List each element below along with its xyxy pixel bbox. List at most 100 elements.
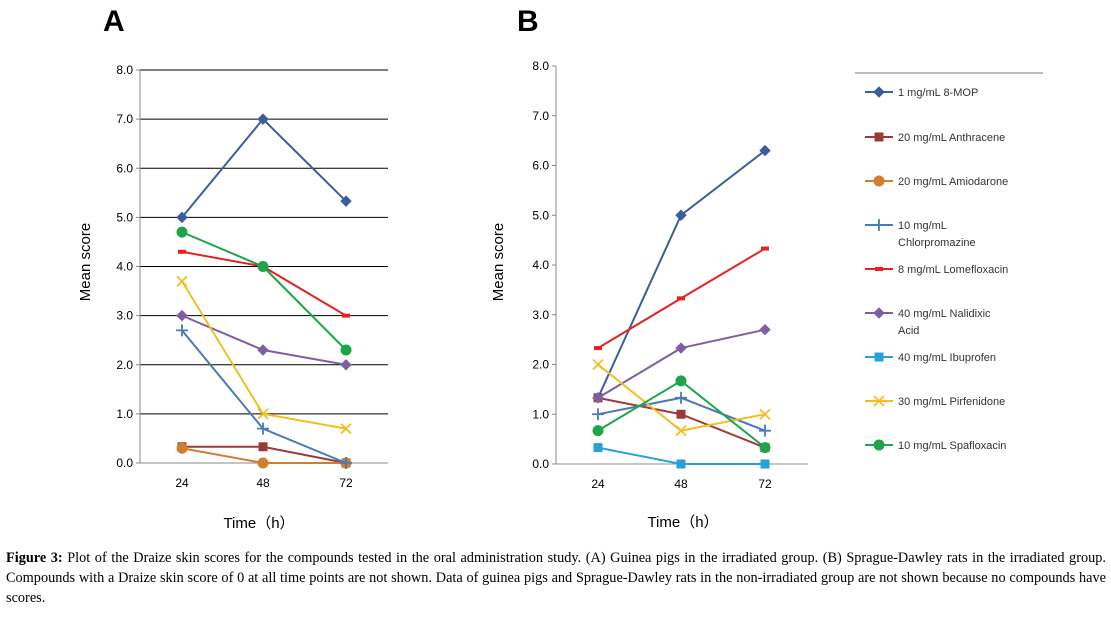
panel-a-series-1-mg-ml-8-mop-point xyxy=(176,211,188,224)
panel-b-x-axis-title: Time（h） xyxy=(647,514,718,531)
panel-a-y-tick-label: 3.0 xyxy=(116,309,133,323)
legend-item-1-mg-ml-8-mop: 1 mg/mL 8-MOP xyxy=(865,86,978,99)
panel-b-series-40-mg-ml-nalidixic-acid-point xyxy=(759,323,771,336)
panel-a-series-40-mg-ml-nalidixic-acid-point xyxy=(340,359,352,371)
panel-b-series-30-mg-ml-pirfenidone-point xyxy=(759,408,771,420)
panel-b-series-20-mg-ml-anthracene-line xyxy=(597,396,766,449)
panel-a-series-30-mg-ml-pirfenidone-point xyxy=(176,275,188,287)
legend-swatch-marker xyxy=(873,219,885,231)
legend-item-20-mg-ml-amiodarone: 20 mg/mL Amiodarone xyxy=(865,175,1008,188)
panel-a-series-40-mg-ml-nalidixic-acid xyxy=(176,309,352,371)
panel-b-y-tick-label: 3.0 xyxy=(532,308,549,322)
legend-swatch-marker xyxy=(874,352,884,362)
panel-b-series-30-mg-ml-pirfenidone-point xyxy=(675,425,687,437)
panel-a-series-1-mg-ml-8-mop xyxy=(176,113,352,224)
legend-label: 10 mg/mL Spafloxacin xyxy=(898,440,1006,452)
panel-a-y-tick-label: 7.0 xyxy=(116,112,133,126)
figure-canvas: A 0.0 1.0 2.0 3.0 4.0 5.0 6.0 7.0 8.0 24 48 72 Mean … xyxy=(77,5,1043,532)
panel-b: B 0.0 1.0 2.0 3.0 4.0 5.0 6.0 7.0 8.0 24 48 72 Mean … xyxy=(490,5,808,531)
legend-label: 30 mg/mL Pirfenidone xyxy=(898,396,1005,408)
figure-caption: Figure 3: Plot of the Draize skin scores… xyxy=(6,548,1106,608)
panel-b-series-40-mg-ml-ibuprofen-point xyxy=(676,459,686,469)
panel-b-x-tick-label: 24 xyxy=(591,477,605,491)
panel-b-series-10-mg-ml-spafloxacin-point xyxy=(592,425,604,437)
panel-b-series-40-mg-ml-ibuprofen xyxy=(593,443,770,469)
legend-label: 1 mg/mL 8-MOP xyxy=(898,87,978,99)
panel-a-series-10-mg-ml-chlorpromazine-point xyxy=(176,324,188,337)
panel-b-series-40-mg-ml-nalidixic-acid-point xyxy=(675,342,687,354)
legend-swatch-marker xyxy=(873,307,885,319)
panel-a-y-tick-label: 4.0 xyxy=(116,260,133,274)
panel-a-y-tick-label: 8.0 xyxy=(116,63,133,77)
panel-b-series-40-mg-ml-ibuprofen-point xyxy=(760,459,770,469)
panel-a-series-10-mg-ml-spafloxacin-line xyxy=(181,231,347,351)
legend-item-8-mg-ml-lomefloxacin: 8 mg/mL Lomefloxacin xyxy=(865,264,1008,276)
panel-a-x-tick-label: 48 xyxy=(256,476,270,490)
panel-b-y-axis-title: Mean score xyxy=(490,223,507,301)
panel-b-y-tick-label: 6.0 xyxy=(532,159,549,173)
legend-swatch-marker xyxy=(873,439,885,451)
panel-b-series-10-mg-ml-chlorpromazine-point xyxy=(759,424,771,437)
panel-a-series-40-mg-ml-nalidixic-acid-point xyxy=(176,309,188,322)
panel-a-series-20-mg-ml-amiodarone-point xyxy=(176,442,188,454)
legend-swatch-marker xyxy=(874,132,884,142)
panel-a-y-tick-label: 1.0 xyxy=(116,407,133,421)
panel-b-y-tick-label: 2.0 xyxy=(532,358,549,372)
panel-b-series-30-mg-ml-pirfenidone-point xyxy=(592,358,604,371)
panel-a-series-10-mg-ml-chlorpromazine-point xyxy=(340,457,352,469)
legend-item-10-mg-ml-spafloxacin: 10 mg/mL Spafloxacin xyxy=(865,439,1006,452)
legend-label: 8 mg/mL Lomefloxacin xyxy=(898,264,1008,276)
panel-a-y-tick-label: 5.0 xyxy=(116,210,133,224)
panel-b-y-tick-label: 5.0 xyxy=(532,208,549,222)
panel-b-series-10-mg-ml-spafloxacin-point xyxy=(759,442,771,454)
panel-b-series-1-mg-ml-8-mop-point xyxy=(675,209,687,221)
legend-label: 40 mg/mL Nalidixic Acid xyxy=(898,308,991,337)
panel-a-series-10-mg-ml-spafloxacin-point xyxy=(176,226,188,238)
panel-a-series-40-mg-ml-nalidixic-acid-point xyxy=(257,344,269,356)
legend-item-20-mg-ml-anthracene: 20 mg/mL Anthracene xyxy=(865,132,1005,144)
panel-b-y-tick-label: 8.0 xyxy=(532,59,549,73)
panel-a-series-10-mg-ml-spafloxacin-point xyxy=(340,344,352,356)
legend-label: 10 mg/mL Chlorpromazine xyxy=(898,220,976,249)
legend-item-40-mg-ml-ibuprofen: 40 mg/mL Ibuprofen xyxy=(865,352,996,364)
panel-a-series-8-mg-ml-lomefloxacin xyxy=(178,249,350,318)
panel-b-x-tick-label: 72 xyxy=(758,477,772,491)
panel-a-series-20-mg-ml-amiodarone xyxy=(176,442,352,469)
panel-b-series-1-mg-ml-8-mop-point xyxy=(759,144,771,157)
legend-swatch-marker xyxy=(875,267,883,271)
legend-label: 20 mg/mL Amiodarone xyxy=(898,176,1008,188)
legend-label: 40 mg/mL Ibuprofen xyxy=(898,352,996,364)
panel-a-series-1-mg-ml-8-mop-point xyxy=(257,113,269,125)
panel-b-series-20-mg-ml-anthracene-point xyxy=(676,409,686,419)
panel-a-series-10-mg-ml-spafloxacin-point xyxy=(257,261,269,272)
panel-a-letter: A xyxy=(103,5,125,38)
panel-a-series-1-mg-ml-8-mop-point xyxy=(340,195,352,207)
panel-b-x-tick-label: 48 xyxy=(674,477,688,491)
legend-swatch-marker xyxy=(873,86,885,98)
panel-b-series-10-mg-ml-spafloxacin xyxy=(592,375,771,454)
panel-a-x-axis-title: Time（h） xyxy=(223,515,294,532)
legend-item-10-mg-ml-chlorpromazine: 10 mg/mL Chlorpromazine xyxy=(865,219,976,249)
panel-a-y-tick-label: 0.0 xyxy=(116,456,133,470)
panel-b-y-tick-label: 0.0 xyxy=(532,457,549,471)
panel-a-y-axis-title: Mean score xyxy=(77,223,94,301)
panel-a-series-30-mg-ml-pirfenidone-point xyxy=(257,408,269,420)
panel-a-series-10-mg-ml-chlorpromazine xyxy=(176,324,352,469)
panel-b-series-8-mg-ml-lomefloxacin xyxy=(594,246,769,351)
panel-a-series-10-mg-ml-spafloxacin xyxy=(176,226,352,356)
panel-b-y-tick-label: 4.0 xyxy=(532,258,549,272)
panel-a-series-30-mg-ml-pirfenidone-point xyxy=(340,422,352,435)
panel-b-y-tick-label: 7.0 xyxy=(532,109,549,123)
panel-b-series-8-mg-ml-lomefloxacin-point xyxy=(594,346,602,351)
panel-a-y-tick-label: 6.0 xyxy=(116,161,133,175)
caption-label: Figure 3: xyxy=(6,550,63,566)
panel-a-series-30-mg-ml-pirfenidone-line xyxy=(181,280,347,430)
panel-b-series-1-mg-ml-8-mop xyxy=(592,144,771,404)
panel-b-series-30-mg-ml-pirfenidone xyxy=(592,358,771,437)
legend-swatch-marker xyxy=(873,175,885,187)
legend: 1 mg/mL 8-MOP 20 mg/mL Anthracene 20 mg/mL… xyxy=(855,72,1043,452)
panel-b-series-8-mg-ml-lomefloxacin-point xyxy=(761,246,769,251)
panel-b-series-10-mg-ml-chlorpromazine-point xyxy=(592,408,604,421)
panel-b-series-40-mg-ml-nalidixic-acid xyxy=(592,323,771,404)
panel-a-x-tick-label: 24 xyxy=(175,476,189,490)
